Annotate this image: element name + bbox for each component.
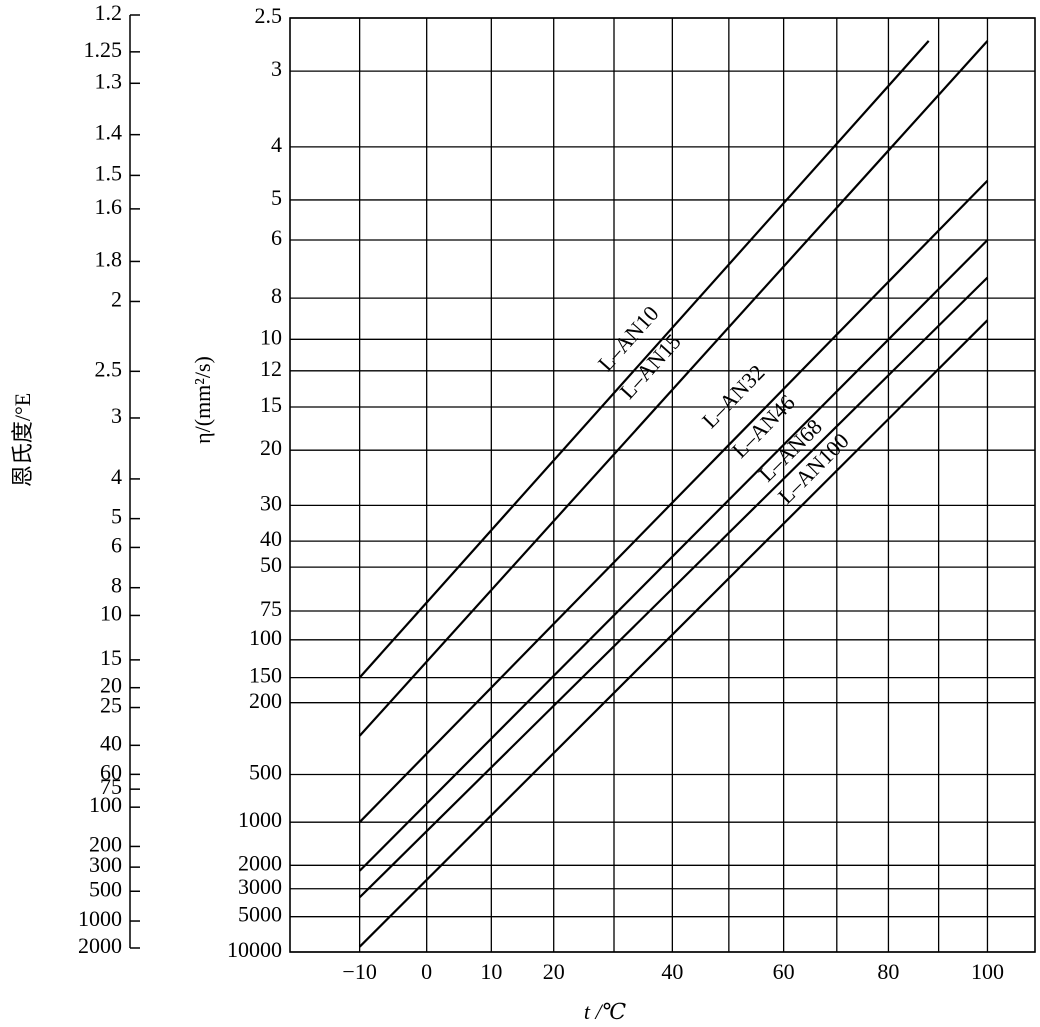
y2-tick-label: 5: [111, 504, 122, 529]
series-line: [358, 276, 989, 899]
y2-tick-label: 20: [100, 673, 122, 698]
y2-tick-label: 500: [89, 876, 122, 901]
y2-tick-label: 1000: [78, 906, 122, 931]
y-tick-label: 100: [249, 625, 282, 650]
y-axis-label: η/(mm²/s): [190, 356, 215, 444]
y2-tick-label: 2: [111, 287, 122, 312]
y-tick-label: 75: [260, 596, 282, 621]
x-tick-label: 40: [661, 959, 683, 984]
x-tick-label: 80: [877, 959, 899, 984]
y-tick-label: 500: [249, 760, 282, 785]
y-tick-label: 4: [271, 132, 282, 157]
y-tick-label: 30: [260, 490, 282, 515]
y-tick-label: 3: [271, 56, 282, 81]
series-line: [358, 239, 989, 872]
y-tick-label: 10: [260, 324, 282, 349]
y-tick-label: 200: [249, 688, 282, 713]
y-tick-label: 5: [271, 185, 282, 210]
y-tick-label: 20: [260, 435, 282, 460]
y2-tick-label: 75: [100, 774, 122, 799]
y2-tick-label: 1.4: [95, 120, 123, 145]
y2-tick-label: 1.8: [95, 246, 123, 271]
y-tick-label: 150: [249, 663, 282, 688]
y2-tick-label: 200: [89, 831, 122, 856]
y2-tick-label: 2000: [78, 933, 122, 958]
x-tick-label: 60: [773, 959, 795, 984]
series-line: [358, 40, 930, 679]
x-axis-label: t /℃: [584, 999, 627, 1024]
y-tick-label: 6: [271, 225, 282, 250]
y-tick-label: 3000: [238, 874, 282, 899]
y2-tick-label: 100: [89, 792, 122, 817]
y-tick-label: 50: [260, 552, 282, 577]
y2-tick-label: 10: [100, 600, 122, 625]
y2-tick-label: 4: [111, 464, 122, 489]
y2-tick-label: 60: [100, 759, 122, 784]
x-tick-label: 10: [480, 959, 502, 984]
y-tick-label: 2000: [238, 850, 282, 875]
y-tick-label: 10000: [227, 937, 282, 962]
y-tick-label: 1000: [238, 807, 282, 832]
y2-tick-label: 25: [100, 693, 122, 718]
y2-tick-label: 1.25: [84, 37, 123, 62]
y2-tick-label: 300: [89, 852, 122, 877]
x-tick-label: −10: [342, 959, 376, 984]
y2-tick-label: 8: [111, 573, 122, 598]
x-tick-label: 20: [543, 959, 565, 984]
y2-tick-label: 40: [100, 730, 122, 755]
y-tick-label: 12: [260, 356, 282, 381]
y2-tick-label: 3: [111, 403, 122, 428]
y2-tick-label: 6: [111, 532, 122, 557]
x-tick-label: 100: [971, 959, 1004, 984]
y-tick-label: 5000: [238, 902, 282, 927]
x-tick-label: 0: [421, 959, 432, 984]
y-tick-label: 40: [260, 526, 282, 551]
plot-frame: [289, 17, 1036, 953]
y2-tick-label: 1.3: [95, 68, 123, 93]
y-tick-label: 2.5: [255, 3, 283, 28]
y2-axis-label: 恩氏度/°E: [10, 393, 35, 487]
y2-tick-label: 1.2: [95, 0, 123, 25]
series-line: [358, 179, 989, 823]
series-line: [358, 319, 989, 948]
y2-tick-label: 1.6: [95, 194, 123, 219]
y2-tick-label: 1.5: [95, 160, 123, 185]
y2-tick-label: 2.5: [95, 356, 123, 381]
y2-tick-label: 15: [100, 645, 122, 670]
y-tick-label: 15: [260, 392, 282, 417]
series-line: [358, 40, 989, 737]
y-tick-label: 8: [271, 283, 282, 308]
